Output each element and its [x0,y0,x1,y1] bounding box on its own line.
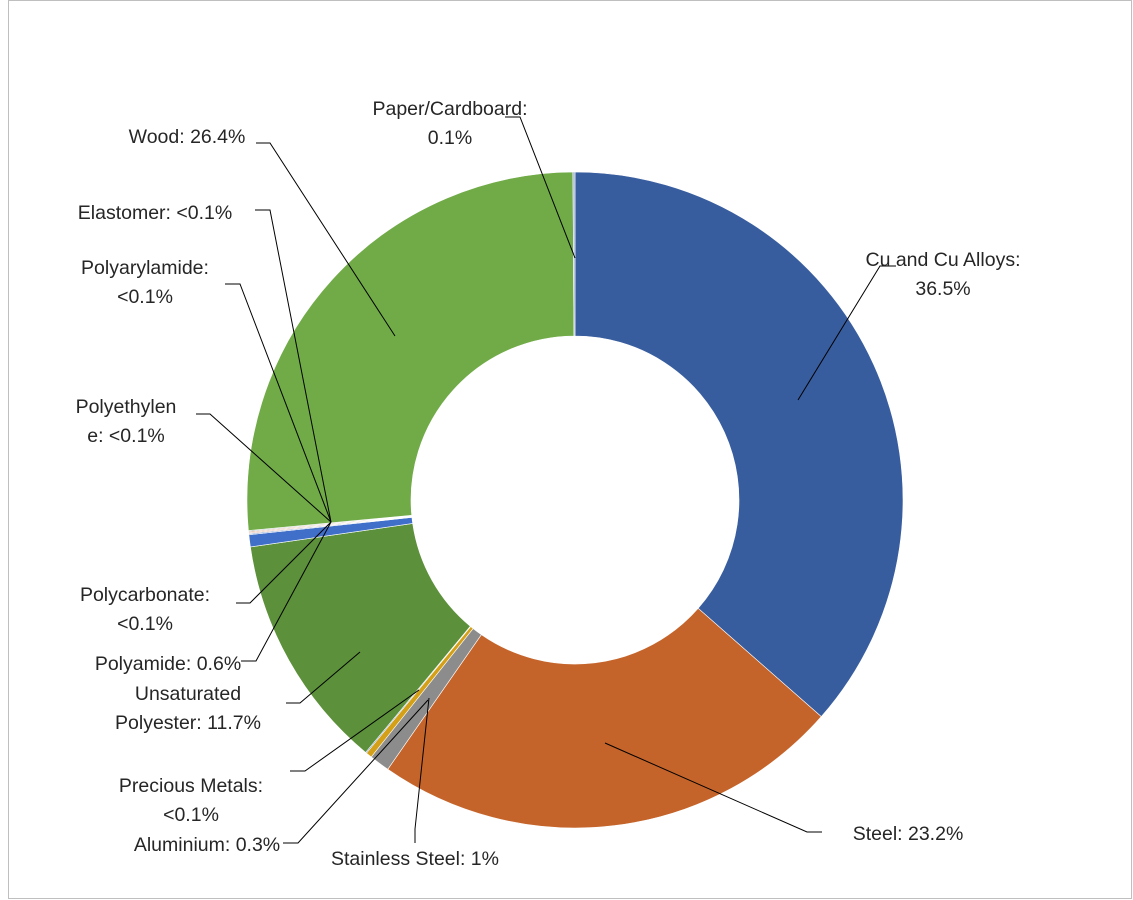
slice-cu-and-cu-alloys [574,171,904,718]
leader-line-polyamide [241,521,332,662]
data-label-line: Polyethylen [76,396,177,418]
data-label-elastomer: Elastomer: <0.1% [78,202,232,224]
leader-line-stainless [414,697,430,843]
data-label-line: 0.1% [428,127,472,149]
leader-line-steel [604,742,822,833]
leader-line-polyethylene [196,413,332,523]
leader-line-wood [256,142,396,337]
data-label-line: Polycarbonate: [80,584,210,606]
data-label-precious: Precious Metals: <0.1% [119,775,263,826]
data-label-steel: Steel: 23.2% [853,823,964,845]
leader-line-elastomer [255,209,332,523]
data-label-line: Polyamide: 0.6% [95,653,241,675]
data-label-line: Polyarylamide: [81,257,209,279]
leader-lines [196,116,896,844]
data-label-paper: Paper/Cardboard: 0.1% [372,98,527,149]
leader-line-aluminium [283,699,429,844]
data-label-line: <0.1% [117,613,173,635]
data-label-line: Unsaturated [135,683,241,705]
leader-line-cu [797,265,896,401]
leader-line-precious [290,689,420,772]
data-label-line: Cu and Cu Alloys: [865,249,1020,271]
leader-line-unsat [286,651,361,704]
leader-line-polyarylamide [225,283,332,523]
leader-line-paper [505,116,576,259]
data-label-polycarbonate: Polycarbonate: <0.1% [80,584,210,635]
data-label-line: Aluminium: 0.3% [134,834,280,856]
data-label-line: <0.1% [117,286,173,308]
data-label-stainless: Stainless Steel: 1% [331,848,499,870]
data-label-polyarylamide: Polyarylamide: <0.1% [81,257,209,308]
data-label-polyethylene: Polyethylen e: <0.1% [76,396,177,447]
data-label-line: <0.1% [163,804,219,826]
data-label-line: Precious Metals: [119,775,263,797]
data-label-line: Elastomer: <0.1% [78,202,232,224]
leader-line-polycarbonate [236,521,332,604]
donut-slices [246,171,904,829]
data-label-aluminium: Aluminium: 0.3% [134,834,280,856]
data-label-line: Paper/Cardboard: [372,98,527,120]
data-labels: Paper/Cardboard: 0.1% Cu and Cu Alloys: 36.… [76,98,1021,870]
data-label-line: Steel: 23.2% [853,823,964,845]
data-label-polyamide: Polyamide: 0.6% [95,653,241,675]
data-label-line: Polyester: 11.7% [115,712,261,734]
data-label-line: 36.5% [915,278,970,300]
data-label-unsat: Unsaturated Polyester: 11.7% [115,683,261,734]
data-label-wood: Wood: 26.4% [129,126,246,148]
data-label-line: Stainless Steel: 1% [331,848,499,870]
data-label-line: Wood: 26.4% [129,126,246,148]
data-label-cu: Cu and Cu Alloys: 36.5% [865,249,1020,300]
slice-wood [246,171,575,531]
data-label-line: e: <0.1% [87,425,165,447]
